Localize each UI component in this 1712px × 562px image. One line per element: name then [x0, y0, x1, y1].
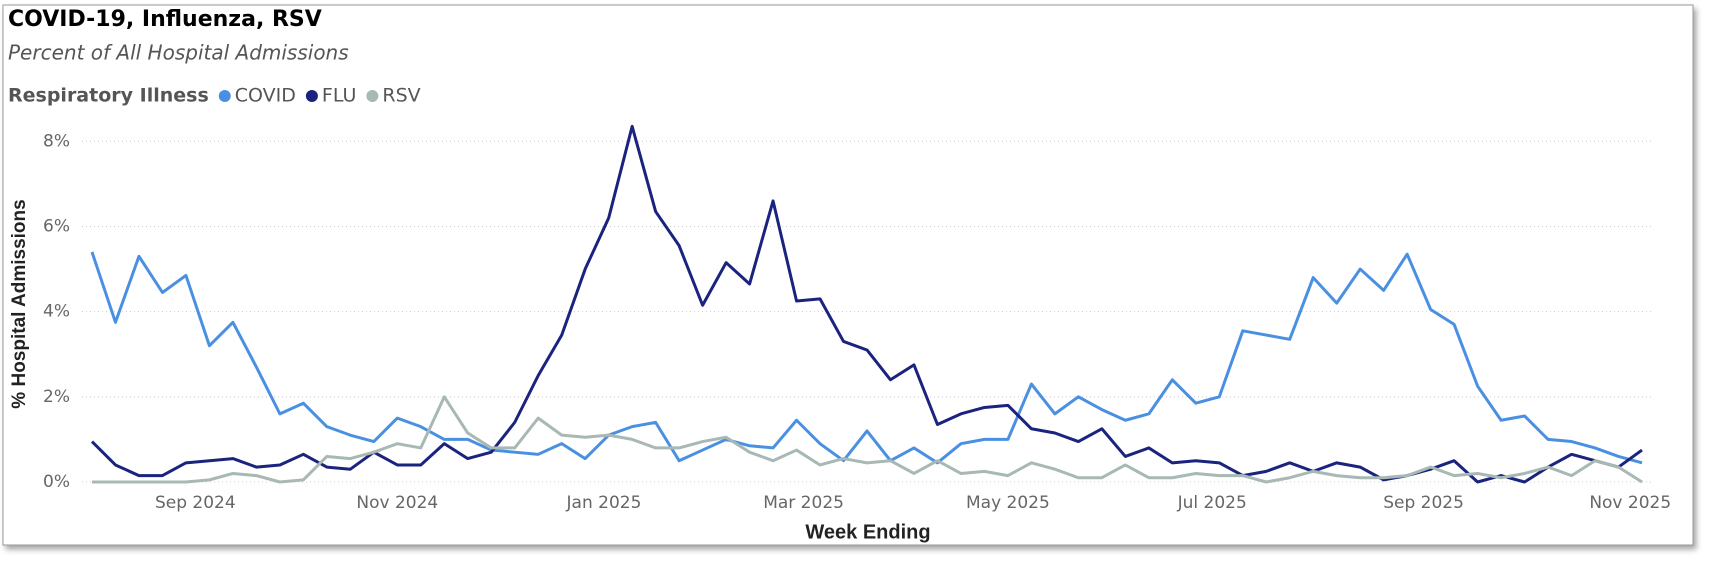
x-tick-label: May 2025	[966, 493, 1050, 513]
series-line	[90, 124, 1643, 484]
y-tick-label: 4%	[43, 302, 70, 322]
x-tick-label: Jul 2025	[1177, 493, 1247, 513]
series-line	[92, 395, 1643, 484]
x-tick-label: Jan 2025	[566, 493, 642, 513]
y-axis-label: % Hospital Admissions	[9, 199, 30, 408]
x-axis-label: Week Ending	[805, 521, 930, 543]
y-tick-label: 0%	[43, 472, 70, 492]
y-tick-label: 8%	[43, 131, 70, 151]
legend-label: RSV	[382, 85, 420, 107]
series-line	[90, 251, 1643, 465]
chart-title: COVID-19, Influenza, RSV	[8, 7, 322, 32]
y-tick-label: 2%	[43, 387, 70, 407]
x-tick-label: Mar 2025	[763, 493, 844, 513]
x-tick-label: Nov 2024	[356, 493, 438, 513]
legend-marker	[218, 90, 231, 102]
x-tick-label: Sep 2025	[1383, 493, 1464, 513]
chart-subtitle: Percent of All Hospital Admissions	[8, 41, 349, 65]
legend-label: FLU	[322, 85, 356, 107]
legend-marker	[305, 90, 318, 102]
legend-marker	[366, 90, 379, 102]
x-tick-label: Nov 2025	[1589, 493, 1671, 513]
y-tick-label: 6%	[43, 216, 70, 236]
legend: Respiratory Illness COVID FLU RSV	[8, 85, 421, 107]
legend-label: COVID	[235, 85, 296, 107]
x-tick-label: Sep 2024	[155, 493, 236, 513]
legend-title: Respiratory Illness	[8, 85, 209, 107]
